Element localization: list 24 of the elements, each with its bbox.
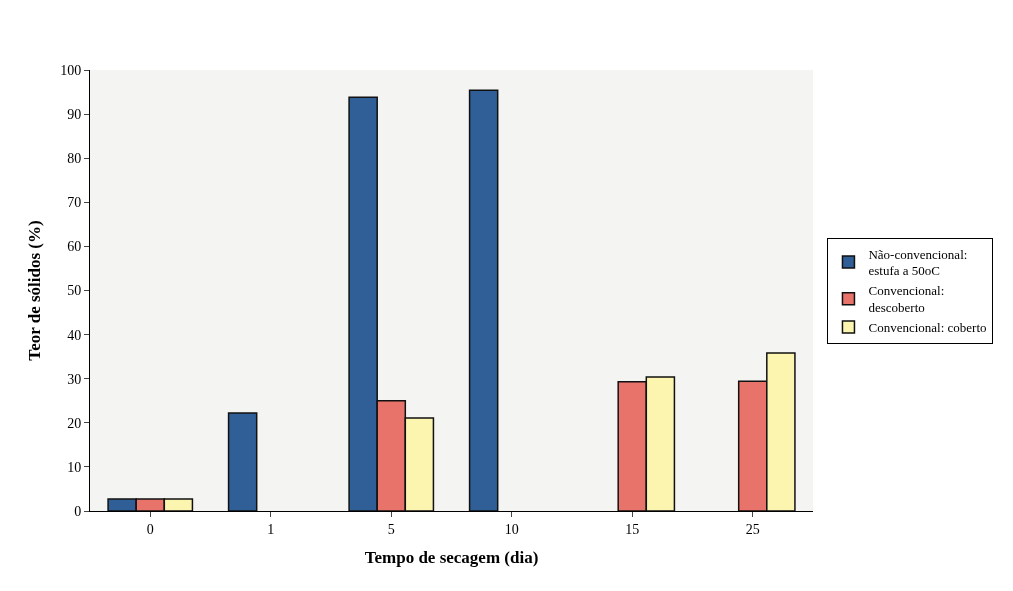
bar: [468, 89, 499, 511]
y-tick-label: 10: [67, 459, 82, 475]
legend-label: Não-convencional: estufa a 50oC: [868, 246, 968, 279]
y-tick-label: 80: [67, 151, 82, 167]
x-tick-label: 15: [625, 521, 640, 537]
y-tick-label: 0: [74, 503, 82, 519]
y-tick-label: 30: [67, 371, 82, 387]
y-tick-label: 90: [67, 107, 82, 122]
x-axis-title: Tempo de secagem (dia): [364, 548, 539, 568]
bar: [227, 412, 258, 511]
x-tick-label: 5: [387, 521, 395, 537]
y-tick-label: 70: [67, 195, 82, 211]
y-tick-label: 40: [67, 327, 82, 343]
y-tick-label: 60: [67, 239, 82, 255]
y-axis-title: Teor de sólidos (%): [24, 220, 44, 361]
y-tick-label: 100: [60, 62, 82, 78]
x-tick-label: 10: [504, 521, 519, 537]
legend-label: Convencional: descoberto: [868, 283, 945, 316]
y-tick-label: 20: [67, 415, 82, 431]
y-tick-label: 50: [67, 283, 82, 299]
x-tick-label: 25: [745, 521, 760, 537]
legend-label: Convencional: coberto: [868, 320, 987, 336]
x-tick-label: 1: [267, 521, 275, 537]
x-tick-label: 0: [146, 521, 154, 537]
